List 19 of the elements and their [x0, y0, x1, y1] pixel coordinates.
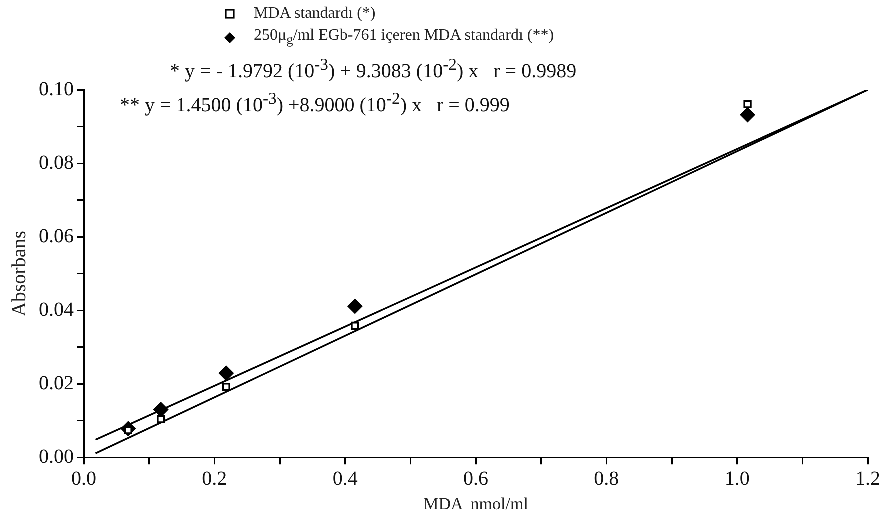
annotation: ** y = 1.4500 (10$^{-3}$) +8.9000 (10$^{-2}$) x r = 0.999	[120, 89, 510, 118]
x-tick-label: 0.4	[332, 468, 358, 490]
x-tick-label: 0.8	[594, 468, 620, 490]
x-tick-label: 1.2	[856, 468, 880, 490]
legend-label: 250μ$_{g}$/ml EGb-761 içeren MDA standardı (**)	[254, 27, 554, 49]
x-tick-label: 0.2	[202, 468, 228, 490]
legend-label: MDA standardı (*)	[254, 5, 376, 23]
y-tick-label: 0.04	[39, 298, 74, 321]
y-tick-label: 0.06	[39, 225, 74, 248]
x-tick-label: 0.6	[464, 468, 488, 490]
text: * y = - 1.9792 (10$^{-3}$) + 9.3083 (10$^{-2}$) x r = 0.9989	[170, 55, 577, 84]
y-tick-label: 0.10	[39, 78, 74, 100]
y-axis-title: Absorbans	[8, 230, 30, 317]
y-tick-label: 0.00	[39, 446, 74, 468]
x-axis-title: MDA nmol/ml	[424, 494, 529, 514]
y-tick-label: 0.08	[39, 152, 74, 174]
x-tick-label: 1.0	[724, 468, 750, 490]
y-tick-label: 0.02	[39, 372, 74, 394]
x-tick-label: 0.0	[72, 468, 96, 490]
